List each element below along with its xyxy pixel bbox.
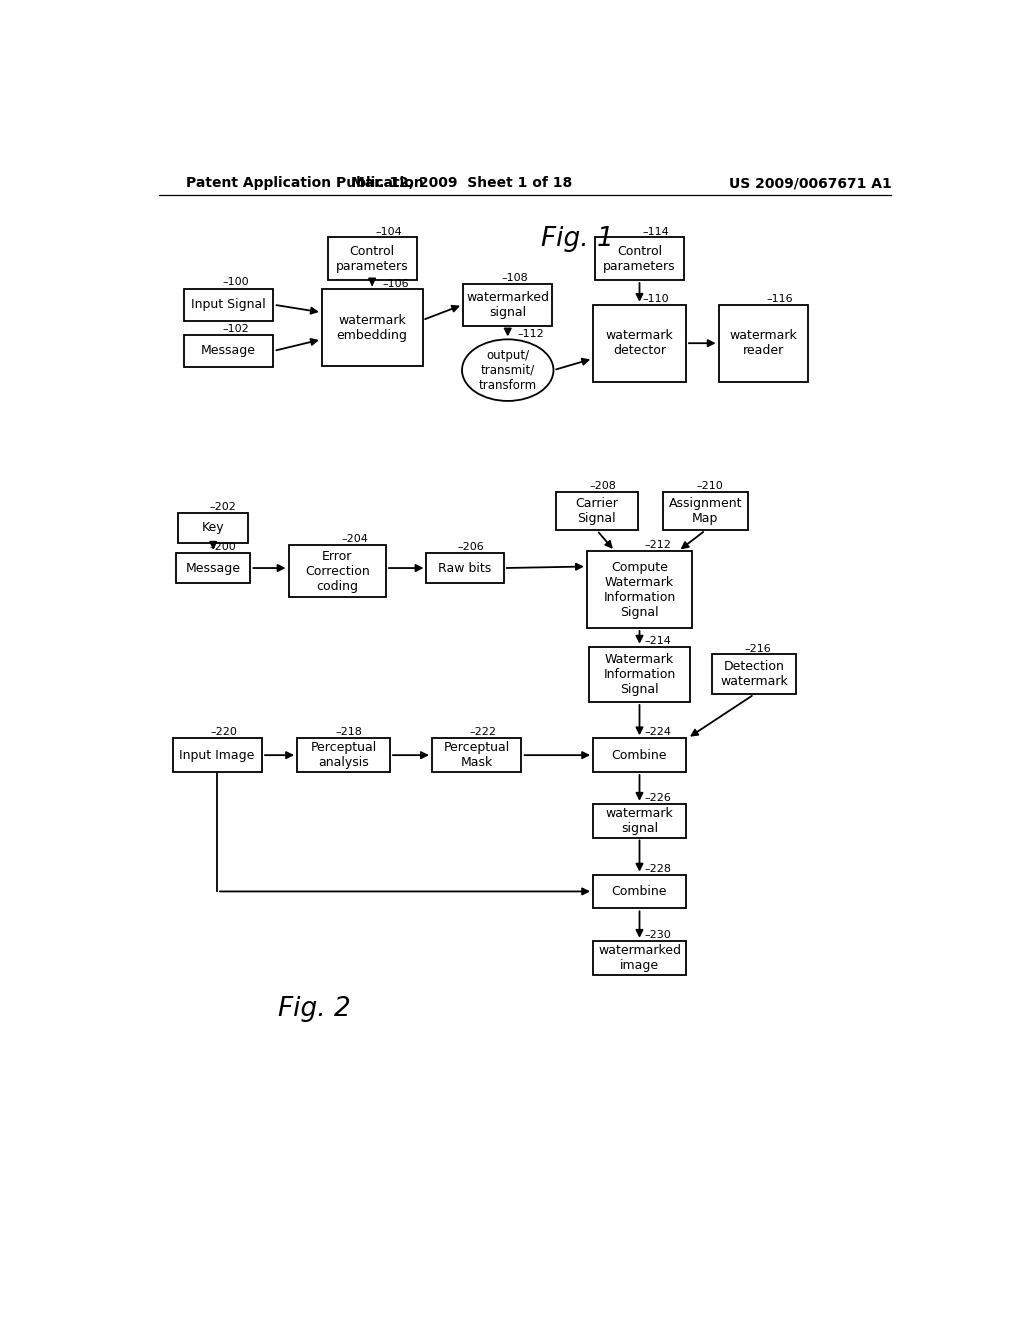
FancyBboxPatch shape: [176, 553, 250, 583]
FancyBboxPatch shape: [463, 284, 552, 326]
Text: –224: –224: [644, 727, 671, 738]
Text: –230: –230: [644, 931, 671, 940]
Text: –210: –210: [697, 480, 724, 491]
FancyBboxPatch shape: [426, 553, 504, 583]
Text: –116: –116: [767, 294, 794, 304]
Text: –228: –228: [644, 863, 671, 874]
Text: –208: –208: [590, 480, 616, 491]
FancyBboxPatch shape: [184, 335, 273, 367]
Text: Detection
watermark: Detection watermark: [720, 660, 788, 688]
Text: –200: –200: [209, 543, 237, 552]
FancyBboxPatch shape: [322, 289, 423, 367]
FancyBboxPatch shape: [556, 492, 638, 531]
Text: Perceptual
Mask: Perceptual Mask: [443, 741, 510, 770]
Text: –110: –110: [643, 294, 670, 304]
Text: watermarked
signal: watermarked signal: [466, 290, 549, 318]
Text: –112: –112: [518, 330, 545, 339]
Text: –220: –220: [210, 727, 237, 738]
FancyBboxPatch shape: [587, 552, 692, 628]
Text: Control
parameters: Control parameters: [603, 244, 676, 272]
Text: watermarked
image: watermarked image: [598, 944, 681, 972]
FancyBboxPatch shape: [593, 804, 686, 838]
Text: Fig. 1: Fig. 1: [541, 226, 613, 252]
Ellipse shape: [462, 339, 554, 401]
Text: Perceptual
analysis: Perceptual analysis: [310, 741, 377, 770]
FancyBboxPatch shape: [593, 305, 686, 381]
FancyBboxPatch shape: [593, 875, 686, 908]
FancyBboxPatch shape: [297, 738, 390, 772]
Text: Mar. 12, 2009  Sheet 1 of 18: Mar. 12, 2009 Sheet 1 of 18: [350, 176, 571, 190]
Text: Compute
Watermark
Information
Signal: Compute Watermark Information Signal: [603, 561, 676, 619]
Text: –114: –114: [643, 227, 670, 238]
Text: watermark
detector: watermark detector: [605, 329, 674, 358]
Text: Error
Correction
coding: Error Correction coding: [305, 549, 370, 593]
Text: Assignment
Map: Assignment Map: [669, 498, 742, 525]
Text: US 2009/0067671 A1: US 2009/0067671 A1: [729, 176, 891, 190]
Text: –206: –206: [458, 543, 484, 552]
Text: Combine: Combine: [611, 748, 668, 762]
FancyBboxPatch shape: [178, 512, 248, 544]
FancyBboxPatch shape: [595, 238, 684, 280]
Text: Patent Application Publication: Patent Application Publication: [186, 176, 424, 190]
FancyBboxPatch shape: [713, 655, 796, 694]
Text: –222: –222: [469, 727, 496, 738]
FancyBboxPatch shape: [328, 238, 417, 280]
Text: –106: –106: [382, 279, 409, 289]
Text: watermark
signal: watermark signal: [605, 807, 674, 834]
FancyBboxPatch shape: [589, 647, 690, 702]
Text: –102: –102: [222, 323, 249, 334]
Text: –204: –204: [342, 535, 369, 544]
Text: Message: Message: [185, 561, 241, 574]
Text: Message: Message: [202, 345, 256, 358]
FancyBboxPatch shape: [432, 738, 521, 772]
Text: Combine: Combine: [611, 884, 668, 898]
FancyBboxPatch shape: [184, 289, 273, 321]
Text: Input Image: Input Image: [179, 748, 255, 762]
Text: watermark
reader: watermark reader: [730, 329, 798, 358]
FancyBboxPatch shape: [719, 305, 808, 381]
FancyBboxPatch shape: [173, 738, 262, 772]
Text: Control
parameters: Control parameters: [336, 244, 409, 272]
Text: Watermark
Information
Signal: Watermark Information Signal: [603, 653, 676, 696]
FancyBboxPatch shape: [593, 941, 686, 974]
Text: Raw bits: Raw bits: [438, 561, 492, 574]
Text: –216: –216: [744, 644, 771, 653]
Text: Fig. 2: Fig. 2: [278, 997, 350, 1022]
Text: –212: –212: [644, 540, 671, 550]
Text: –218: –218: [336, 727, 362, 738]
Text: Key: Key: [202, 521, 224, 535]
Text: –214: –214: [644, 636, 671, 645]
Text: –226: –226: [644, 793, 671, 803]
Text: output/
transmit/
transform: output/ transmit/ transform: [478, 348, 537, 392]
FancyBboxPatch shape: [289, 545, 386, 598]
Text: Input Signal: Input Signal: [191, 298, 266, 312]
Text: –108: –108: [502, 273, 528, 284]
Text: watermark
embedding: watermark embedding: [337, 314, 408, 342]
Text: –202: –202: [209, 502, 237, 512]
Text: –104: –104: [375, 227, 402, 238]
Text: Carrier
Signal: Carrier Signal: [575, 498, 618, 525]
FancyBboxPatch shape: [663, 492, 748, 531]
Text: –100: –100: [222, 277, 249, 286]
FancyBboxPatch shape: [593, 738, 686, 772]
